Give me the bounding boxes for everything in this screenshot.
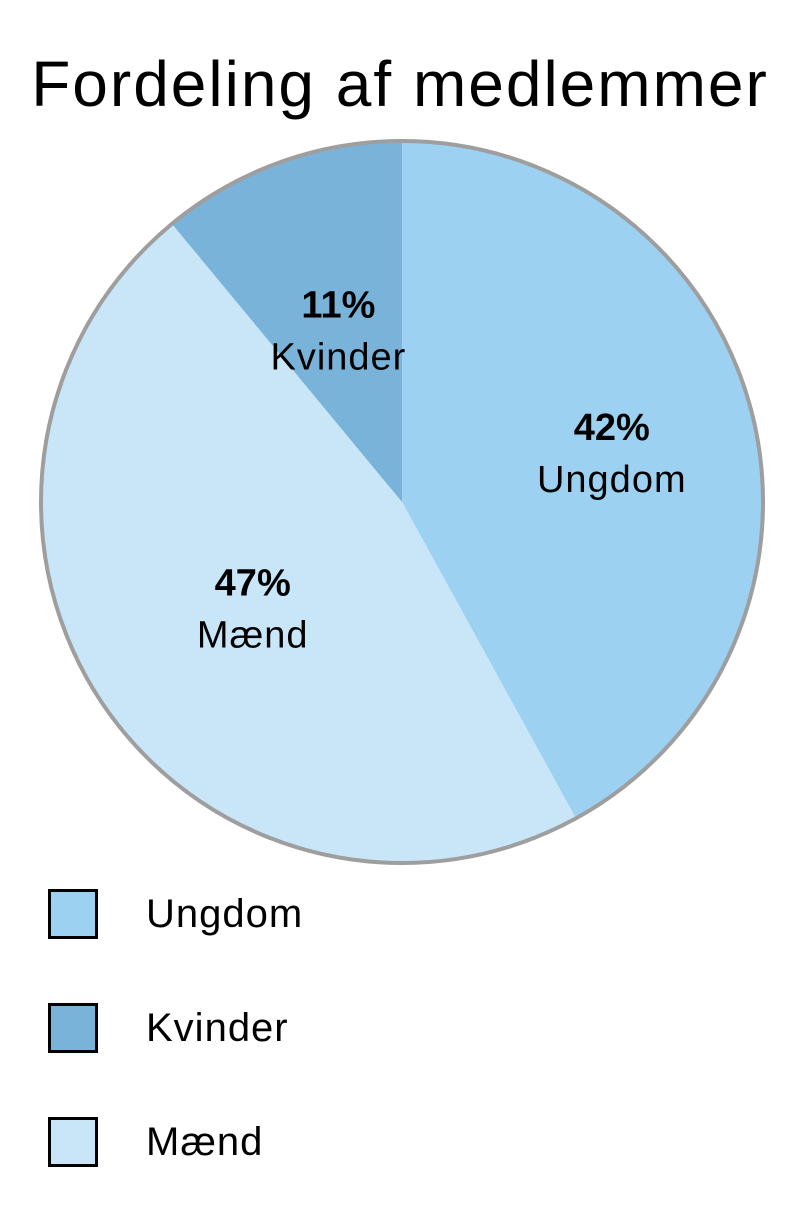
legend-label-maend: Mænd [146,1120,264,1164]
pie-slice-maend [41,223,576,863]
pie-labels: 42% Ungdom 47% Mænd 11% Kvinder [197,284,687,656]
legend: Ungdom Kvinder Mænd [48,886,748,1228]
chart-title: Fordeling af medlemmer [31,48,769,120]
legend-item-ungdom: Ungdom [48,886,748,944]
pie-slice-ungdom [402,141,763,819]
pie-percent-label: 42% [574,407,650,449]
pie-category-label: Mænd [197,614,309,656]
legend-swatch-ungdom [48,889,98,939]
legend-item-kvinder: Kvinder [48,1000,748,1058]
legend-item-maend: Mænd [48,1114,748,1172]
pie-category-label: Kvinder [270,336,406,378]
pie-border [39,139,765,865]
pie-slice-kvinder [171,141,402,502]
legend-label-kvinder: Kvinder [146,1006,289,1050]
pie-category-label: Ungdom [537,459,687,501]
pie-percent-label: 11% [301,284,375,326]
legend-swatch-maend [48,1117,98,1167]
pie-slices [41,141,763,863]
pie-percent-label: 47% [215,562,291,604]
legend-swatch-kvinder [48,1003,98,1053]
pie-chart: 42% Ungdom 47% Mænd 11% Kvinder [39,139,765,865]
legend-label-ungdom: Ungdom [146,892,304,936]
